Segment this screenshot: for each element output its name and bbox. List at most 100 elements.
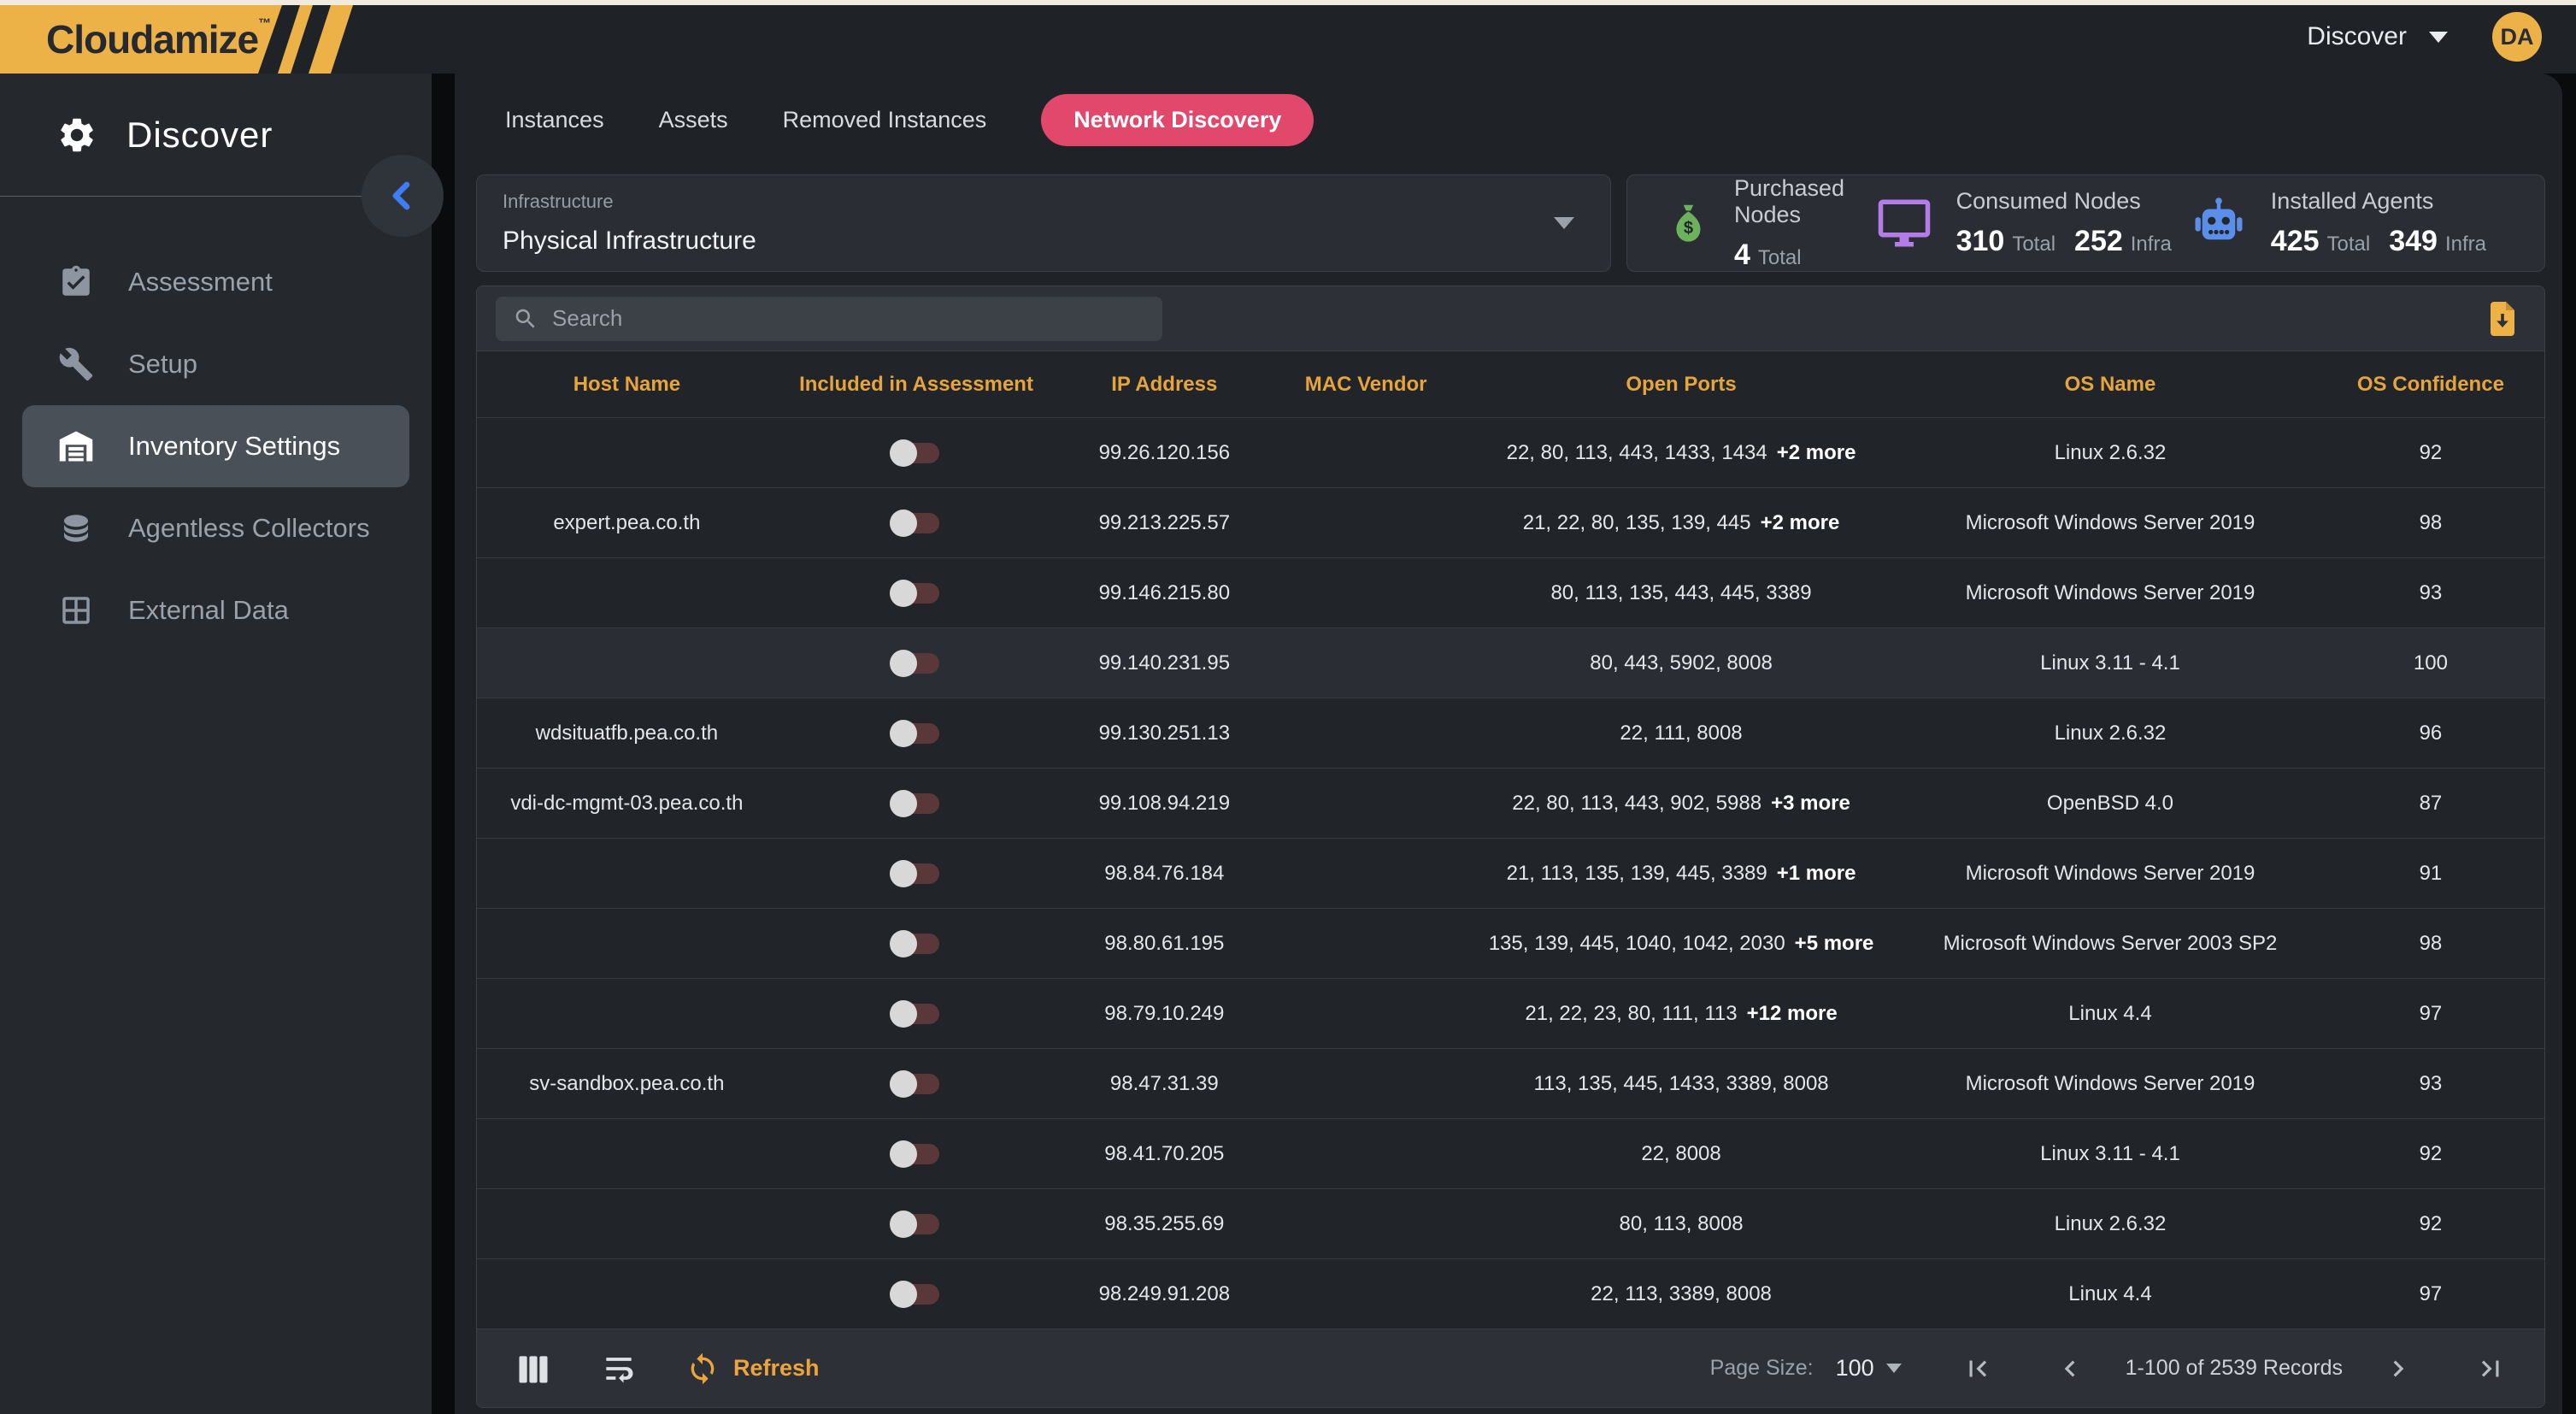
stat-consumed-nodes: Consumed Nodes 310 Total 252 Infra <box>1876 188 2191 258</box>
sidebar-item-label: Inventory Settings <box>128 431 341 461</box>
included-toggle[interactable] <box>890 999 943 1028</box>
view-columns-icon[interactable] <box>515 1350 552 1387</box>
more-ports-link[interactable]: +3 more <box>1771 791 1850 815</box>
pagination: Page Size: 100 1-100 of 2539 Records <box>1710 1352 2507 1385</box>
cell-os-name: Microsoft Windows Server 2019 <box>1965 510 2255 534</box>
included-toggle[interactable] <box>890 579 943 608</box>
column-header-open-ports[interactable]: Open Ports <box>1626 372 1737 396</box>
table-row[interactable]: 99.26.120.156 22, 80, 113, 443, 1433, 14… <box>477 417 2544 487</box>
tab-instances[interactable]: Instances <box>505 106 604 133</box>
more-ports-link[interactable]: +2 more <box>1776 440 1856 464</box>
cell-ip-address: 99.26.120.156 <box>1098 440 1231 464</box>
included-toggle[interactable] <box>890 789 943 818</box>
column-header-mac-vendor[interactable]: MAC Vendor <box>1304 372 1427 396</box>
sidebar-item-setup[interactable]: Setup <box>22 323 409 405</box>
tab-network-discovery[interactable]: Network Discovery <box>1041 93 1314 146</box>
cell-os-name: Microsoft Windows Server 2019 <box>1965 861 2255 885</box>
table-row[interactable]: 99.146.215.80 80, 113, 135, 443, 445, 33… <box>477 557 2544 627</box>
table-row[interactable]: 98.249.91.208 22, 113, 3389, 8008 Linux … <box>477 1258 2544 1329</box>
sidebar-item-assessment[interactable]: Assessment <box>22 241 409 323</box>
first-page-button[interactable] <box>1961 1352 1994 1385</box>
tab-removed-instances[interactable]: Removed Instances <box>782 106 987 133</box>
column-header-os-confidence[interactable]: OS Confidence <box>2356 372 2504 396</box>
wrap-text-icon[interactable] <box>600 1350 638 1387</box>
sidebar-item-inventory-settings[interactable]: Inventory Settings <box>22 405 409 487</box>
included-toggle[interactable] <box>890 649 943 678</box>
open-ports-list: 22, 8008 <box>1641 1141 1721 1165</box>
table-row[interactable]: wdsituatfb.pea.co.th 99.130.251.13 22, 1… <box>477 698 2544 768</box>
included-toggle[interactable] <box>890 719 943 748</box>
table-row[interactable]: 98.79.10.249 21, 22, 23, 80, 111, 113 +1… <box>477 978 2544 1048</box>
filter-row: Infrastructure Physical Infrastructure $… <box>476 174 2545 272</box>
included-toggle[interactable] <box>890 1280 943 1309</box>
more-ports-link[interactable]: +12 more <box>1746 1001 1838 1025</box>
cell-os-confidence: 92 <box>2419 1211 2443 1235</box>
included-toggle[interactable] <box>890 929 943 958</box>
included-toggle[interactable] <box>890 1069 943 1099</box>
svg-text:$: $ <box>1684 219 1693 238</box>
infrastructure-dropdown[interactable]: Infrastructure Physical Infrastructure <box>476 174 1611 272</box>
table-row[interactable]: sv-sandbox.pea.co.th 98.47.31.39 113, 13… <box>477 1048 2544 1118</box>
included-toggle[interactable] <box>890 1210 943 1239</box>
export-button[interactable] <box>2479 296 2526 342</box>
table-row[interactable]: 98.41.70.205 22, 8008 Linux 3.11 - 4.1 9… <box>477 1118 2544 1188</box>
table-row[interactable]: 98.80.61.195 135, 139, 445, 1040, 1042, … <box>477 908 2544 978</box>
cell-ip-address: 98.249.91.208 <box>1098 1281 1231 1305</box>
refresh-label: Refresh <box>733 1355 820 1381</box>
sidebar-menu: Assessment Setup Inventory Settings Agen… <box>0 197 432 651</box>
table-row[interactable]: expert.pea.co.th 99.213.225.57 21, 22, 8… <box>477 487 2544 557</box>
toggle-knob <box>890 999 918 1028</box>
logo-stripe-icon <box>278 5 313 74</box>
included-toggle[interactable] <box>890 859 943 888</box>
avatar[interactable]: DA <box>2492 12 2542 62</box>
table-row[interactable]: 98.84.76.184 21, 113, 135, 139, 445, 338… <box>477 838 2544 908</box>
included-toggle[interactable] <box>890 1140 943 1169</box>
open-ports-list: 80, 113, 8008 <box>1619 1211 1744 1235</box>
cell-included-in-assessment <box>777 999 1056 1028</box>
column-header-host-name[interactable]: Host Name <box>573 372 681 396</box>
column-header-os-name[interactable]: OS Name <box>2064 372 2156 396</box>
cell-ip-address: 99.146.215.80 <box>1098 580 1231 604</box>
cell-os-confidence: 100 <box>2413 651 2448 675</box>
column-header-ip-address[interactable]: IP Address <box>1111 372 1218 396</box>
more-ports-link[interactable]: +2 more <box>1760 510 1840 534</box>
cell-os-confidence: 98 <box>2419 931 2443 955</box>
discover-menu[interactable]: Discover <box>2307 22 2448 51</box>
sidebar-item-external-data[interactable]: External Data <box>22 569 409 651</box>
sidebar-item-agentless-collectors[interactable]: Agentless Collectors <box>22 487 409 569</box>
search-input[interactable] <box>552 305 1145 332</box>
table-row[interactable]: 98.35.255.69 80, 113, 8008 Linux 2.6.32 … <box>477 1188 2544 1258</box>
cell-os-confidence: 92 <box>2419 440 2443 464</box>
toggle-knob <box>890 1140 918 1168</box>
more-ports-link[interactable]: +5 more <box>1794 931 1874 955</box>
column-header-included[interactable]: Included in Assessment <box>799 372 1033 396</box>
tab-assets[interactable]: Assets <box>658 106 728 133</box>
robot-icon <box>2195 197 2243 240</box>
stat-unit: Total <box>1757 245 1802 269</box>
cell-ip-address: 99.213.225.57 <box>1098 510 1231 534</box>
cell-os-name: Microsoft Windows Server 2019 <box>1965 580 2255 604</box>
page-size-select[interactable]: 100 <box>1836 1355 1902 1382</box>
table-row[interactable]: 99.140.231.95 80, 443, 5902, 8008 Linux … <box>477 627 2544 698</box>
next-page-button[interactable] <box>2382 1352 2414 1385</box>
cell-included-in-assessment <box>777 1210 1056 1239</box>
sidebar-collapse-button[interactable] <box>362 155 444 237</box>
cell-ip-address: 98.41.70.205 <box>1104 1141 1225 1165</box>
table-row[interactable]: vdi-dc-mgmt-03.pea.co.th 99.108.94.219 2… <box>477 768 2544 838</box>
open-ports-list: 80, 443, 5902, 8008 <box>1590 651 1773 675</box>
cell-ip-address: 98.79.10.249 <box>1104 1001 1225 1025</box>
included-toggle[interactable] <box>890 439 943 468</box>
logo-gold-block <box>0 5 282 74</box>
last-page-button[interactable] <box>2474 1352 2507 1385</box>
refresh-button[interactable]: Refresh <box>685 1352 820 1386</box>
stat-number: 310 <box>1956 225 2005 257</box>
search-box <box>496 296 1162 341</box>
cell-open-ports: 21, 113, 135, 139, 445, 3389 +1 more <box>1459 862 1903 886</box>
more-ports-link[interactable]: +1 more <box>1776 861 1856 885</box>
cell-included-in-assessment <box>777 859 1056 888</box>
cell-included-in-assessment <box>777 1069 1056 1099</box>
stat-values: 310 Total 252 Infra <box>1956 225 2191 258</box>
included-toggle[interactable] <box>890 509 943 538</box>
cell-os-confidence: 92 <box>2419 1141 2443 1165</box>
previous-page-button[interactable] <box>2054 1352 2086 1385</box>
